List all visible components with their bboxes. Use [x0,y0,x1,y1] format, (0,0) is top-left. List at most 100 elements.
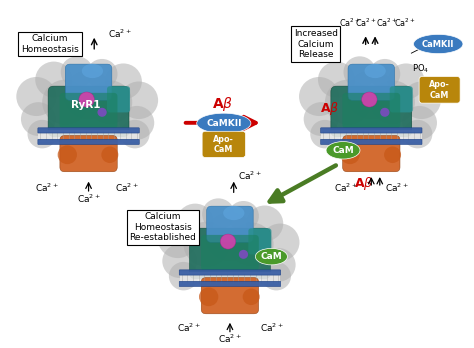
Text: Ca$^{2+}$: Ca$^{2+}$ [238,169,262,182]
Text: Ca$^{2+}$: Ca$^{2+}$ [393,17,415,29]
FancyBboxPatch shape [60,135,117,172]
Text: CaMKII: CaMKII [422,40,455,48]
Circle shape [119,81,158,119]
Text: Ca$^{2+}$: Ca$^{2+}$ [177,322,201,334]
FancyBboxPatch shape [390,86,413,112]
Text: Ca$^{2+}$: Ca$^{2+}$ [35,182,59,194]
Circle shape [369,59,400,89]
Circle shape [202,198,235,230]
Text: A$\beta$: A$\beta$ [212,95,233,113]
FancyBboxPatch shape [201,235,259,270]
Circle shape [299,77,339,116]
Circle shape [403,120,432,148]
Circle shape [105,63,142,100]
FancyBboxPatch shape [342,93,400,128]
Text: Ca$^{2+}$: Ca$^{2+}$ [334,182,357,194]
Circle shape [199,287,219,306]
Circle shape [64,70,114,119]
Text: Ca$^{2+}$: Ca$^{2+}$ [115,182,139,194]
Circle shape [262,262,291,291]
Circle shape [318,62,355,98]
Circle shape [21,102,56,136]
Circle shape [87,59,118,89]
FancyBboxPatch shape [48,86,129,136]
Text: PO$_4$: PO$_4$ [412,63,429,75]
Circle shape [98,108,107,117]
Ellipse shape [326,142,360,159]
Text: Ca$^{2+}$: Ca$^{2+}$ [109,27,132,40]
Ellipse shape [197,113,251,133]
FancyBboxPatch shape [60,93,118,128]
Circle shape [388,63,425,100]
Circle shape [362,92,377,107]
Circle shape [162,244,197,278]
Text: Calcium
Homeostasis
Re-established: Calcium Homeostasis Re-established [129,212,196,242]
Circle shape [220,234,236,249]
Circle shape [101,147,118,163]
Text: A$\beta$: A$\beta$ [354,175,373,192]
FancyBboxPatch shape [201,278,259,314]
Circle shape [246,206,283,242]
FancyBboxPatch shape [65,64,112,100]
Text: Ca$^{2+}$: Ca$^{2+}$ [260,322,283,334]
Circle shape [120,120,150,148]
Text: Ca$^{2+}$: Ca$^{2+}$ [376,17,397,29]
Text: Ca$^{2+}$: Ca$^{2+}$ [385,182,409,194]
Circle shape [261,248,296,282]
Text: Ca$^{2+}$: Ca$^{2+}$ [218,333,242,345]
Circle shape [16,77,56,116]
Circle shape [380,108,390,117]
FancyBboxPatch shape [190,228,270,279]
FancyBboxPatch shape [179,281,281,286]
Text: CaM: CaM [261,252,283,261]
Circle shape [384,147,401,163]
Circle shape [402,81,441,119]
Circle shape [169,262,198,291]
Circle shape [35,62,73,98]
Circle shape [346,70,396,119]
Text: Ca$^{2+}$: Ca$^{2+}$ [339,17,361,29]
Circle shape [61,56,93,88]
FancyBboxPatch shape [38,130,139,142]
Circle shape [87,80,132,124]
FancyBboxPatch shape [321,130,421,142]
FancyBboxPatch shape [248,228,272,254]
Circle shape [239,250,248,259]
Ellipse shape [82,64,103,78]
Circle shape [243,288,260,305]
FancyBboxPatch shape [179,270,281,275]
FancyBboxPatch shape [202,131,246,157]
Circle shape [158,219,198,258]
FancyBboxPatch shape [180,272,280,284]
Circle shape [344,56,376,88]
FancyBboxPatch shape [38,128,139,133]
Ellipse shape [255,248,287,265]
Text: Increased
Calcium
Release: Increased Calcium Release [294,29,337,59]
FancyBboxPatch shape [343,135,400,172]
Circle shape [27,120,57,148]
Circle shape [177,204,214,240]
Text: Calcium
Homeostasis: Calcium Homeostasis [21,34,79,54]
Circle shape [340,145,360,164]
Circle shape [183,222,230,267]
Circle shape [58,145,77,164]
FancyBboxPatch shape [419,77,460,103]
Text: A$\beta$: A$\beta$ [320,100,339,117]
Circle shape [310,120,339,148]
Ellipse shape [413,34,463,54]
Circle shape [228,201,259,231]
Text: Ca$^{2+}$: Ca$^{2+}$ [77,192,100,205]
Circle shape [261,223,300,261]
FancyBboxPatch shape [107,86,130,112]
FancyBboxPatch shape [320,128,422,133]
Circle shape [119,106,154,140]
FancyBboxPatch shape [331,86,412,136]
Text: Apo-
CaM: Apo- CaM [213,135,234,154]
Ellipse shape [365,64,386,78]
Circle shape [370,80,415,124]
FancyBboxPatch shape [207,206,253,243]
Ellipse shape [223,206,245,220]
FancyBboxPatch shape [38,139,139,144]
FancyBboxPatch shape [348,64,394,100]
Circle shape [304,102,338,136]
